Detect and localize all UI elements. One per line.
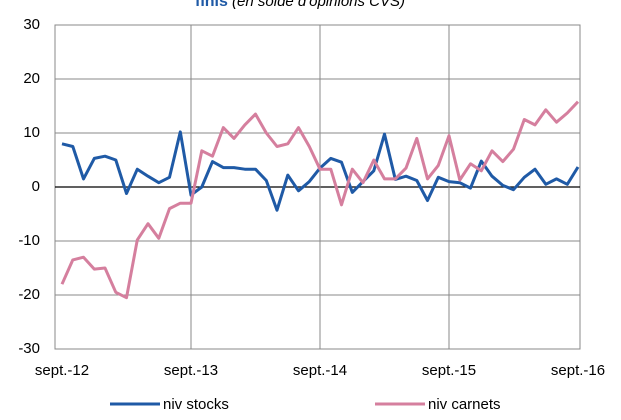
y-tick-label: 30 — [23, 16, 40, 33]
y-tick-label: 0 — [32, 178, 40, 195]
x-tick-label: sept.-16 — [551, 362, 605, 379]
y-tick-label: -20 — [18, 286, 40, 303]
legend-label: niv stocks — [163, 396, 229, 413]
subtitle: (en solde d'opinions CVS) — [232, 0, 405, 10]
x-tick-label: sept.-14 — [293, 362, 347, 379]
y-tick-label: 20 — [23, 70, 40, 87]
legend-label: niv carnets — [428, 396, 501, 413]
chart-title: finis (en solde d'opinions CVS) — [195, 0, 405, 10]
x-tick-label: sept.-12 — [35, 362, 89, 379]
title: finis — [195, 0, 228, 10]
y-tick-label: -30 — [18, 340, 40, 357]
x-tick-label: sept.-13 — [164, 362, 218, 379]
x-tick-label: sept.-15 — [422, 362, 476, 379]
series-line — [60, 100, 580, 300]
y-tick-label: -10 — [18, 232, 40, 249]
y-tick-label: 10 — [23, 124, 40, 141]
